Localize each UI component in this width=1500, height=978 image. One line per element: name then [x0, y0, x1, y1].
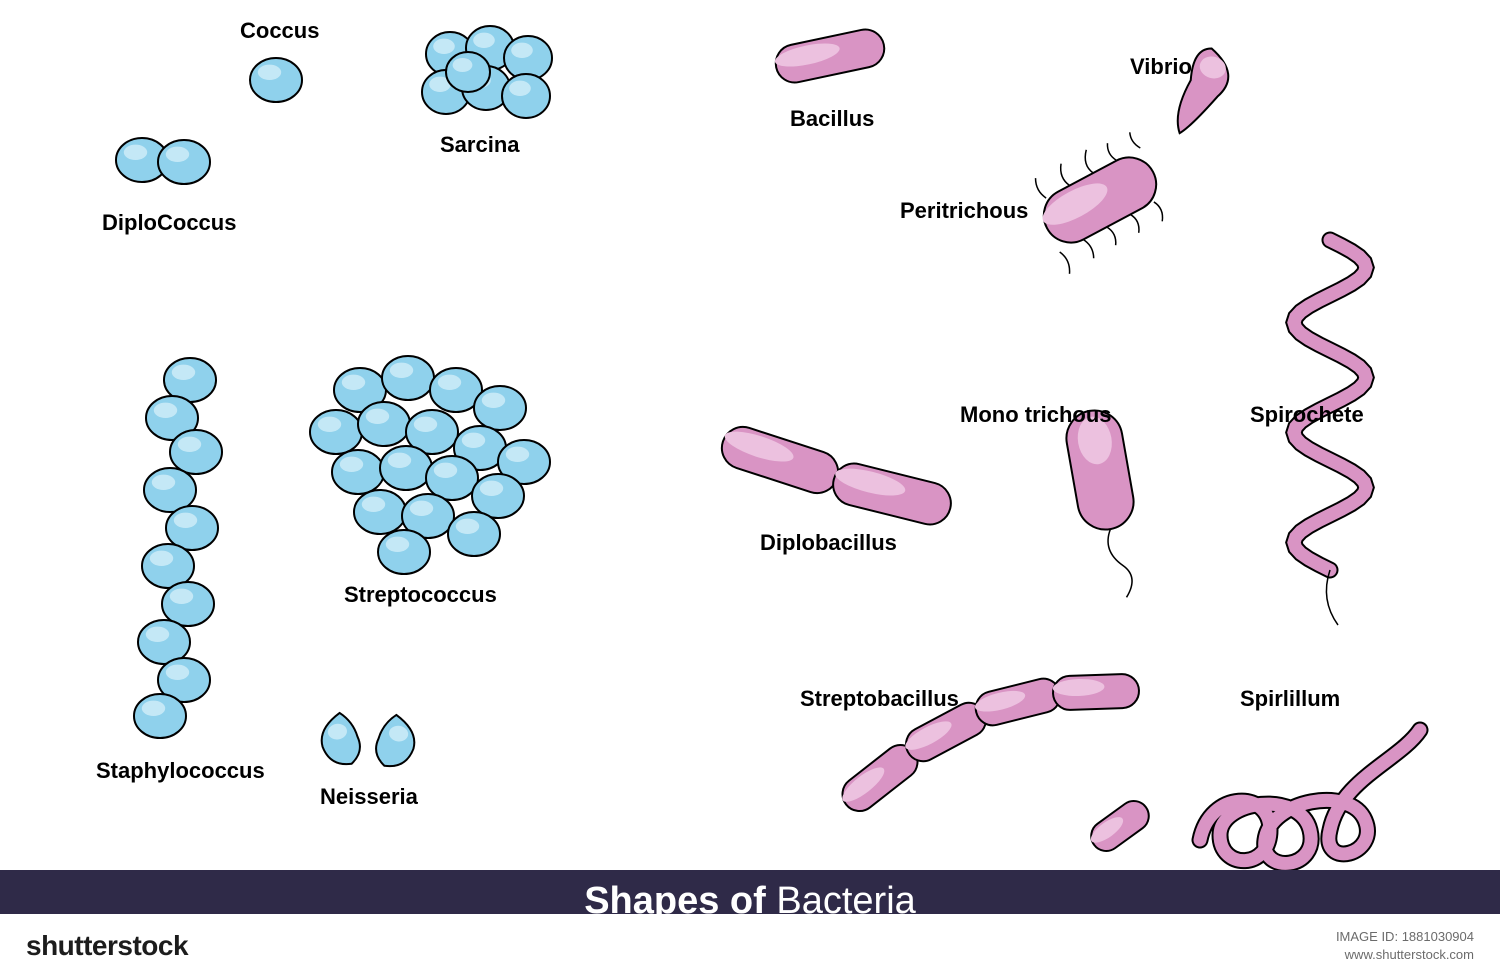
- streptococcus-label: Streptococcus: [344, 582, 497, 608]
- neisseria-label: Neisseria: [320, 784, 418, 810]
- coccus-label: Coccus: [240, 18, 319, 44]
- bacillus-label: Bacillus: [790, 106, 874, 132]
- staphylococcus-label: Staphylococcus: [96, 758, 265, 784]
- peritrichous-label: Peritrichous: [900, 198, 1028, 224]
- footer-image-id-label: IMAGE ID:: [1336, 929, 1398, 944]
- diagram-canvas: { "colors": { "blue_fill": "#8fd1ec", "b…: [0, 0, 1500, 978]
- footer: shutterstock IMAGE ID: 1881030904 www.sh…: [0, 914, 1500, 978]
- vibrio-label: Vibrio: [1130, 54, 1192, 80]
- spirochete-label: Spirochete: [1250, 402, 1364, 428]
- footer-brand: shutterstock: [26, 930, 188, 962]
- spirillum-label: Spirlillum: [1240, 686, 1340, 712]
- diplobacillus-label: Diplobacillus: [760, 530, 897, 556]
- streptobacillus-label: Streptobacillus: [800, 686, 959, 712]
- monotrichous-label: Mono trichous: [960, 402, 1112, 428]
- bacteria-svg: [0, 0, 1500, 978]
- footer-meta: IMAGE ID: 1881030904 www.shutterstock.co…: [1336, 928, 1474, 964]
- footer-site: www.shutterstock.com: [1336, 946, 1474, 964]
- footer-image-id: 1881030904: [1402, 929, 1474, 944]
- sarcina-label: Sarcina: [440, 132, 520, 158]
- diplococcus-label: DiploCoccus: [102, 210, 236, 236]
